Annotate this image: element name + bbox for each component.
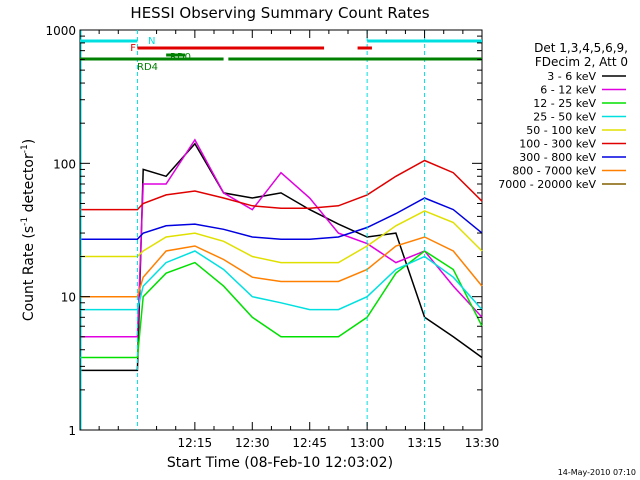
legend-label-5: 100 - 300 keV (519, 138, 596, 151)
y-axis-label-text-2: detector (21, 153, 37, 217)
series-line-5 (80, 159, 483, 211)
vertical-marker-layer (80, 30, 426, 430)
legend-label-1: 6 - 12 keV (540, 84, 596, 97)
y-axis-label-text-3: ) (21, 139, 37, 144)
x-tick-label-0: 12:15 (178, 436, 213, 450)
series-line-7 (80, 236, 483, 298)
x-tick-label-5: 13:30 (465, 436, 500, 450)
y-axis-label: Count Rate (s-1 detector-1) (20, 139, 37, 321)
annotation-label-n: N (148, 36, 155, 47)
series-line-2 (80, 250, 483, 359)
annotation-label-f: F (130, 43, 136, 54)
series-line-6 (80, 197, 483, 240)
y-axis-label-exp-2: -1 (20, 144, 30, 153)
timestamp: 14-May-2010 07:10 (558, 468, 636, 477)
series-layer (80, 138, 483, 372)
legend-label-0: 3 - 6 keV (547, 70, 596, 83)
y-axis-label-exp-1: -1 (20, 217, 30, 226)
y-axis-label-text-1: Count Rate (s (21, 226, 37, 321)
x-tick-label-3: 13:00 (350, 436, 385, 450)
plot-frame (79, 29, 483, 431)
y-tick-label-0: 1 (68, 424, 76, 438)
legend-label-3: 25 - 50 keV (533, 111, 596, 124)
legend-label-7: 800 - 7000 keV (512, 165, 596, 178)
y-tick-layer: 1 10 100 1000 (45, 24, 482, 438)
y-tick-label-1: 10 (61, 291, 76, 305)
x-axis-label: Start Time (08-Feb-10 12:03:02) (167, 455, 393, 471)
annotation-label-rd4: RD4 (137, 62, 158, 73)
x-tick-label-4: 13:15 (407, 436, 442, 450)
series-line-1 (80, 138, 483, 338)
legend-label-6: 300 - 800 keV (519, 151, 596, 164)
legend-label-2: 12 - 25 keV (533, 97, 596, 110)
legend: Det 1,3,4,5,6,9, FDecim 2, Att 0 3 - 6 k… (498, 41, 628, 191)
legend-header-line-1: Det 1,3,4,5,6,9, (534, 41, 628, 55)
legend-label-8: 7000 - 20000 keV (498, 178, 596, 191)
legend-header-line-2: FDecim 2, Att 0 (535, 55, 628, 69)
x-tick-label-1: 12:30 (235, 436, 270, 450)
x-tick-label-2: 12:45 (292, 436, 327, 450)
series-line-3 (80, 250, 483, 311)
series-line-4 (80, 210, 483, 264)
y-tick-label-2: 100 (53, 157, 76, 171)
legend-label-4: 50 - 100 keV (526, 124, 596, 137)
y-tick-label-3: 1000 (45, 24, 76, 38)
annotation-bar-layer: NFRD0RD4 (80, 36, 482, 73)
x-tick-layer: 12:15 12:30 12:45 13:00 13:15 13:30 (98, 30, 500, 450)
series-line-0 (80, 142, 483, 372)
chart-title: HESSI Observing Summary Count Rates (130, 4, 429, 22)
